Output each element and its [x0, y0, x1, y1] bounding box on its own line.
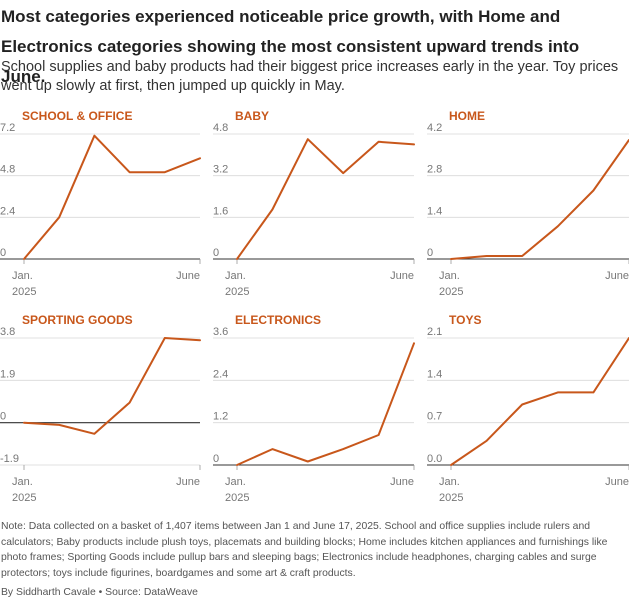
- baby-series-line: [236, 138, 415, 260]
- byline: By Siddharth Cavale • Source: DataWeave: [1, 587, 198, 598]
- baby-panel-title: BABY: [235, 109, 269, 123]
- school-and-office-y-tick-label: 4.8: [0, 164, 15, 176]
- home-series-line: [450, 139, 629, 260]
- footnote: Note: Data collected on a basket of 1,40…: [1, 521, 608, 579]
- home-y-tick-label: 1.4: [427, 205, 442, 217]
- chart-subtitle: School supplies and baby products had th…: [1, 59, 619, 94]
- toys-x-tick-label: Jan.: [439, 476, 460, 488]
- electronics-y-tick-label: 0: [213, 453, 219, 465]
- school-and-office-x-tick-label: Jan.: [12, 270, 33, 282]
- electronics-x-tick-label: Jan.: [225, 476, 246, 488]
- home-x-tick-label: 2025: [439, 286, 463, 298]
- electronics-panel-title: ELECTRONICS: [235, 313, 321, 327]
- toys-x-tick-label: June: [605, 476, 629, 488]
- baby-y-tick-label: 3.2: [213, 164, 228, 176]
- sporting-goods-y-tick-label: 3.8: [0, 326, 15, 338]
- sporting-goods-y-tick-label: 1.9: [0, 368, 15, 380]
- sporting-goods-x-tick-label: 2025: [12, 492, 36, 504]
- home-y-tick-label: 0: [427, 247, 433, 259]
- school-and-office-y-tick-label: 2.4: [0, 205, 15, 217]
- school-and-office-x-tick-label: 2025: [12, 286, 36, 298]
- electronics-y-tick-label: 2.4: [213, 368, 228, 380]
- school-and-office-x-tick-label: June: [176, 270, 200, 282]
- toys-y-tick-label: 0.0: [427, 453, 442, 465]
- electronics-y-tick-label: 3.6: [213, 326, 228, 338]
- sporting-goods-x-tick-label: June: [176, 476, 200, 488]
- school-and-office-series-line: [23, 134, 201, 260]
- baby-y-tick-label: 1.6: [213, 205, 228, 217]
- toys-y-tick-label: 0.7: [427, 411, 442, 423]
- electronics-x-tick-label: June: [390, 476, 414, 488]
- sporting-goods-series-line: [23, 337, 201, 435]
- toys-y-tick-label: 2.1: [427, 326, 442, 338]
- toys-y-tick-label: 1.4: [427, 368, 442, 380]
- sporting-goods-x-tick-label: Jan.: [12, 476, 33, 488]
- baby-x-tick-label: 2025: [225, 286, 249, 298]
- sporting-goods-panel-title: SPORTING GOODS: [22, 313, 133, 327]
- sporting-goods-y-tick-label: 0: [0, 411, 6, 423]
- baby-y-tick-label: 4.8: [213, 122, 228, 134]
- toys-x-tick-label: 2025: [439, 492, 463, 504]
- baby-x-tick-label: June: [390, 270, 414, 282]
- electronics-x-tick-label: 2025: [225, 492, 249, 504]
- home-y-tick-label: 4.2: [427, 122, 442, 134]
- toys-panel-title: TOYS: [449, 313, 481, 327]
- home-panel-title: HOME: [449, 109, 485, 123]
- school-and-office-panel-title: SCHOOL & OFFICE: [22, 109, 132, 123]
- sporting-goods-y-tick-label: -1.9: [0, 453, 19, 465]
- home-y-tick-label: 2.8: [427, 164, 442, 176]
- chart-title: Most categories experienced noticeable p…: [1, 7, 580, 86]
- home-x-tick-label: June: [605, 270, 629, 282]
- school-and-office-y-tick-label: 7.2: [0, 122, 15, 134]
- electronics-y-tick-label: 1.2: [213, 411, 228, 423]
- electronics-series-line: [236, 342, 415, 466]
- toys-series-line: [450, 337, 629, 466]
- baby-y-tick-label: 0: [213, 247, 219, 259]
- school-and-office-y-tick-label: 0: [0, 247, 6, 259]
- home-x-tick-label: Jan.: [439, 270, 460, 282]
- baby-x-tick-label: Jan.: [225, 270, 246, 282]
